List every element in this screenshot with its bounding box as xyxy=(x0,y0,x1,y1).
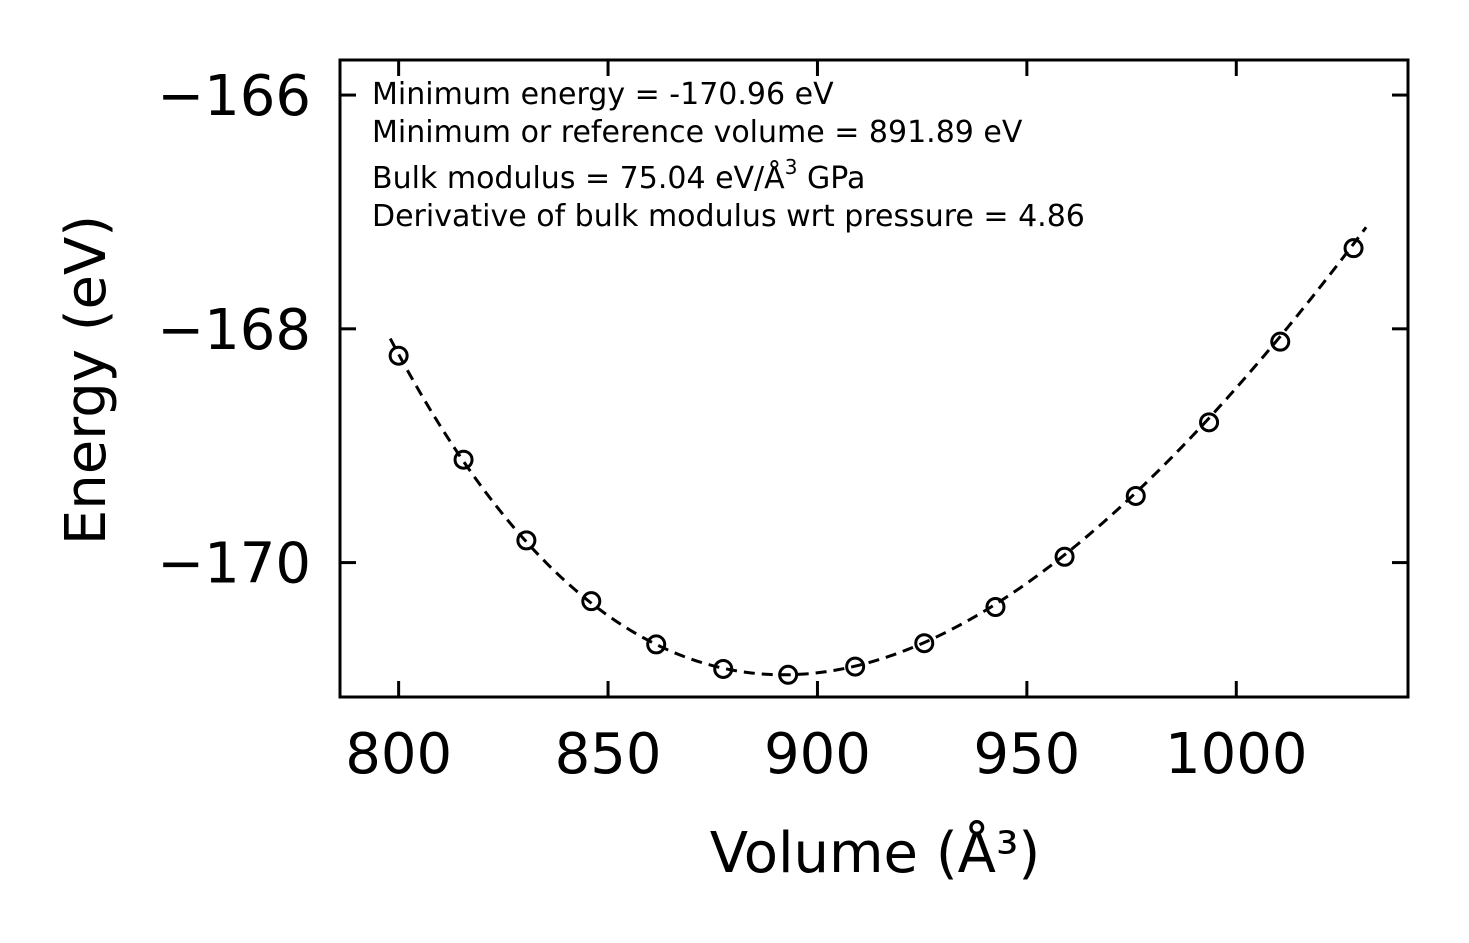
data-point xyxy=(516,530,537,551)
data-point xyxy=(1125,485,1146,506)
annotation-ref-volume: Minimum or reference volume = 891.89 eV xyxy=(372,115,1023,150)
y-tick-label: −170 xyxy=(157,532,311,597)
y-axis-ticks: −166 −168 −170 xyxy=(157,64,1408,597)
x-tick-label: 950 xyxy=(973,722,1080,787)
annotation-bulk-modulus-unit: GPa xyxy=(797,161,865,196)
x-tick-label: 1000 xyxy=(1165,722,1308,787)
plot-area xyxy=(340,60,1408,697)
annotation-bulk-modulus-text: Bulk modulus = 75.04 eV/Å xyxy=(372,160,785,196)
x-axis-label: Volume (Å³) xyxy=(710,820,1041,886)
data-point xyxy=(1199,412,1220,433)
data-point xyxy=(713,658,734,679)
data-point xyxy=(1054,546,1075,567)
annotation-bulk-modulus: Bulk modulus = 75.04 eV/Å3 GPa xyxy=(372,155,865,196)
x-tick-label: 850 xyxy=(555,722,662,787)
data-point xyxy=(581,591,602,612)
plot-frame xyxy=(338,58,1410,699)
x-tick-label: 900 xyxy=(764,722,871,787)
data-point xyxy=(646,634,667,655)
data-point xyxy=(914,633,935,654)
y-tick-label: −166 xyxy=(157,64,311,129)
annotation-box: Minimum energy = -170.96 eV Minimum or r… xyxy=(372,77,1085,234)
fit-curve xyxy=(388,226,1368,677)
data-point xyxy=(985,597,1006,618)
data-point xyxy=(388,345,409,366)
annotation-bulk-modulus-derivative: Derivative of bulk modulus wrt pressure … xyxy=(372,199,1085,234)
data-point xyxy=(1343,238,1364,259)
x-axis-ticks: 800 850 900 950 1000 xyxy=(345,60,1308,787)
y-axis-label: Energy (eV) xyxy=(54,215,119,545)
x-tick-label: 800 xyxy=(345,722,452,787)
data-point xyxy=(845,656,866,677)
data-point xyxy=(453,449,474,470)
y-tick-label: −168 xyxy=(157,298,311,363)
data-point xyxy=(1270,331,1291,352)
annotation-bulk-modulus-superscript: 3 xyxy=(785,155,798,179)
annotation-min-energy: Minimum energy = -170.96 eV xyxy=(372,77,834,112)
fit-curve-layer xyxy=(388,226,1368,677)
data-points-layer xyxy=(388,238,1364,685)
data-point xyxy=(778,664,799,685)
